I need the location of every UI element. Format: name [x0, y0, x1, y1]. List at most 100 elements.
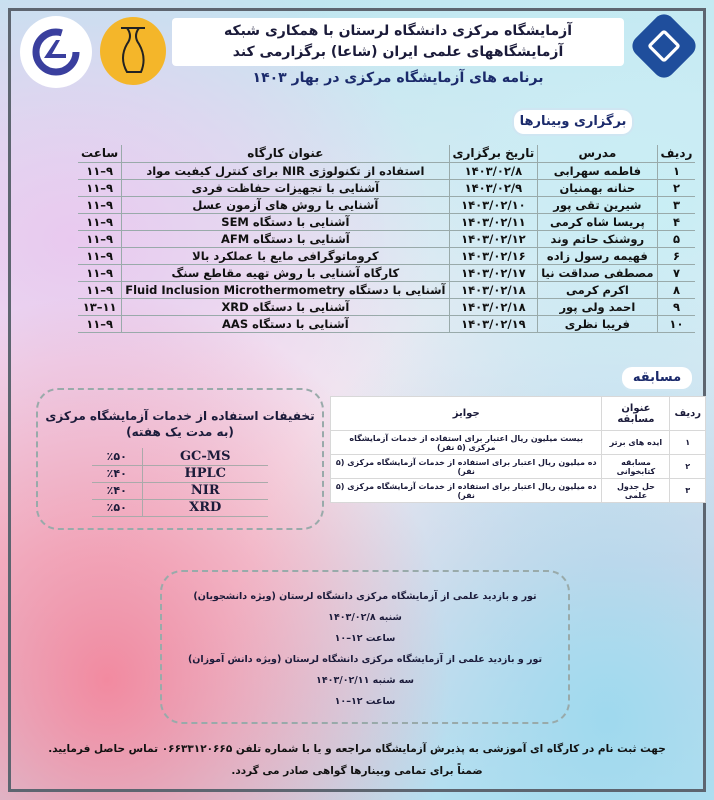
competition-section-title: مسابقه	[622, 367, 692, 389]
cell-time: ۹–۱۱	[78, 213, 122, 231]
cell-row-number: ۷	[656, 264, 696, 282]
tour-line: شنبه ۱۴۰۳/۰۲/۸	[328, 612, 402, 623]
table-row: ۱ فاطمه سهرابی ۱۴۰۳/۰۲/۸ استفاده از تکنولوژ…	[78, 162, 696, 180]
cell-prize: ده میلیون ریال اعتبار برای استفاده از خد…	[329, 478, 603, 503]
cell-workshop-title: آشنایی با دستگاه AAS	[121, 315, 450, 333]
discounts-table: GC-MS ٪۵۰ HPLC ٪۴۰ NIR ٪۴۰ XRD ٪۵۰	[92, 448, 268, 517]
footer-line-2: ضمناً برای تمامی وبینارها گواهی صادر می …	[231, 765, 483, 777]
cell-date: ۱۴۰۳/۰۲/۱۲	[448, 230, 538, 248]
instrument-name: XRD	[142, 499, 268, 517]
discounts-title: تخفیفات استفاده از خدمات آزمایشگاه مرکزی…	[45, 408, 314, 440]
shaa-logo	[100, 17, 166, 85]
tour-line: سه شنبه ۱۴۰۳/۰۲/۱۱	[316, 675, 414, 686]
cell-instructor: روشنک حاتم وند	[537, 230, 658, 248]
cell-time: ۹–۱۱	[78, 230, 122, 248]
cell-time: ۹–۱۱	[78, 281, 122, 299]
cell-row-number: ۹	[656, 298, 696, 316]
cell-time: ۹–۱۱	[78, 315, 122, 333]
cell-workshop-title: آشنایی با دستگاه AFM	[121, 230, 450, 248]
discount-row: XRD ٪۵۰	[92, 499, 268, 517]
col-workshop-title: عنوان کارگاه	[121, 145, 450, 163]
lab-tour-box: تور و بازدید علمی از آزمایشگاه مرکزی دان…	[160, 570, 570, 724]
instrument-name: NIR	[142, 482, 268, 500]
cell-date: ۱۴۰۳/۰۲/۱۸	[448, 298, 538, 316]
cell-workshop-title: آشنایی با روش های آزمون عسل	[121, 196, 450, 214]
table-row: ۲ حنانه بهمنیان ۱۴۰۳/۰۲/۹ آشنایی با تجهیزات…	[78, 179, 696, 197]
discount-row: GC-MS ٪۵۰	[92, 448, 268, 466]
cell-row-number: ۸	[656, 281, 696, 299]
competition-table: ردیف عنوان مسابقه جوایز ۱ ایده های برتر بی…	[329, 396, 706, 503]
cell-row-number: ۲	[656, 179, 696, 197]
cell-instructor: فهیمه رسول زاده	[537, 247, 658, 265]
cell-row-number: ۳	[656, 196, 696, 214]
table-row: ۹ احمد ولی پور ۱۴۰۳/۰۲/۱۸ آشنایی با دستگاه …	[78, 298, 696, 316]
cell-row-number: ۱	[669, 430, 706, 455]
cell-time: ۹–۱۱	[78, 247, 122, 265]
table-row: ۱۰ فریبا نظری ۱۴۰۳/۰۲/۱۹ آشنایی با دستگاه A…	[78, 315, 696, 333]
table-row: ۵ روشنک حاتم وند ۱۴۰۳/۰۲/۱۲ آشنایی با دستگا…	[78, 230, 696, 248]
discount-row: HPLC ٪۴۰	[92, 465, 268, 483]
instrument-name: HPLC	[142, 465, 268, 483]
instrument-name: GC-MS	[142, 448, 268, 466]
cell-workshop-title: آشنایی با دستگاه XRD	[121, 298, 450, 316]
table-row: ۲ مسابقه کتابخوانی ده میلیون ریال اعتبار ب…	[329, 454, 706, 479]
cell-prize: بیست میلیون ریال اعتبار برای استفاده از …	[329, 430, 603, 455]
cell-row-number: ۳	[669, 478, 706, 503]
cell-time: ۹–۱۱	[78, 179, 122, 197]
cell-competition-title: مسابقه کتابخوانی	[601, 454, 671, 479]
poster-header: آزمایشگاه مرکزی دانشگاه لرستان با همکاری…	[172, 18, 624, 66]
discounts-box: تخفیفات استفاده از خدمات آزمایشگاه مرکزی…	[36, 388, 324, 530]
cell-instructor: شیرین تقی پور	[537, 196, 658, 214]
cell-row-number: ۲	[669, 454, 706, 479]
cell-row-number: ۱۰	[656, 315, 696, 333]
discount-percent: ٪۴۰	[92, 465, 143, 483]
cell-time: ۹–۱۱	[78, 264, 122, 282]
cell-date: ۱۴۰۳/۰۲/۹	[448, 179, 538, 197]
cell-time: ۹–۱۱	[78, 196, 122, 214]
cell-date: ۱۴۰۳/۰۲/۱۹	[448, 315, 538, 333]
cell-instructor: مصطفی صداقت نیا	[537, 264, 658, 282]
table-header-row: ردیف مدرس تاریخ برگزاری عنوان کارگاه ساع…	[78, 145, 696, 163]
cell-instructor: حنانه بهمنیان	[537, 179, 658, 197]
cell-workshop-title: آشنایی با تجهیزات حفاظت فردی	[121, 179, 450, 197]
top-block: آزمایشگاه مرکزی دانشگاه لرستان با همکاری…	[172, 18, 624, 86]
col-prizes: جوایز	[329, 396, 603, 431]
cell-competition-title: حل جدول علمی	[601, 478, 671, 503]
cell-row-number: ۱	[656, 162, 696, 180]
col-row-number: ردیف	[669, 396, 706, 431]
cell-date: ۱۴۰۳/۰۲/۱۱	[448, 213, 538, 231]
tour-line: ساعت ۱۲–۱۰	[334, 696, 396, 707]
discounts-subtitle: (به مدت یک هفته)	[126, 425, 234, 439]
table-header-row: ردیف عنوان مسابقه جوایز	[329, 396, 706, 431]
cell-date: ۱۴۰۳/۰۲/۱۰	[448, 196, 538, 214]
tour-line: تور و بازدید علمی از آزمایشگاه مرکزی دان…	[187, 654, 543, 665]
table-row: ۳ حل جدول علمی ده میلیون ریال اعتبار برای …	[329, 478, 706, 503]
cell-workshop-title: آشنایی با دستگاه SEM	[121, 213, 450, 231]
tour-line: تور و بازدید علمی از آزمایشگاه مرکزی دان…	[193, 591, 537, 602]
cell-prize: ده میلیون ریال اعتبار برای استفاده از خد…	[329, 454, 603, 479]
col-competition-title: عنوان مسابقه	[601, 396, 671, 431]
shaa-vase-icon	[121, 27, 145, 73]
cell-workshop-title: آشنایی با دستگاه Fluid Inclusion Microth…	[121, 281, 450, 299]
header-line-1: آزمایشگاه مرکزی دانشگاه لرستان با همکاری…	[223, 23, 573, 39]
cell-date: ۱۴۰۳/۰۲/۱۷	[448, 264, 538, 282]
table-row: ۴ پریسا شاه کرمی ۱۴۰۳/۰۲/۱۱ آشنایی با دستگا…	[78, 213, 696, 231]
cell-competition-title: ایده های برتر	[601, 430, 671, 455]
discount-row: NIR ٪۴۰	[92, 482, 268, 500]
table-row: ۷ مصطفی صداقت نیا ۱۴۰۳/۰۲/۱۷ کارگاه آشنایی …	[78, 264, 696, 282]
col-row-number: ردیف	[656, 145, 696, 163]
central-lab-logo	[20, 16, 92, 88]
cell-instructor: فاطمه سهرابی	[537, 162, 658, 180]
header-line-2: آزمایشگاههای علمی ایران (شاعا) برگزارمی …	[232, 44, 564, 60]
cell-instructor: فریبا نظری	[537, 315, 658, 333]
discounts-title-text: تخفیفات استفاده از خدمات آزمایشگاه مرکزی	[45, 409, 315, 423]
cell-workshop-title: کروماتوگرافی مایع با عملکرد بالا	[121, 247, 450, 265]
cell-instructor: اکرم کرمی	[537, 281, 658, 299]
cell-workshop-title: کارگاه آشنایی با روش تهیه مقاطع سنگ	[121, 264, 450, 282]
discount-percent: ٪۵۰	[92, 499, 143, 517]
tour-line: ساعت ۱۲–۱۰	[334, 633, 396, 644]
col-instructor: مدرس	[537, 145, 658, 163]
central-lab-logo-icon	[32, 28, 80, 76]
cell-row-number: ۴	[656, 213, 696, 231]
cell-time: ۹–۱۱	[78, 162, 122, 180]
